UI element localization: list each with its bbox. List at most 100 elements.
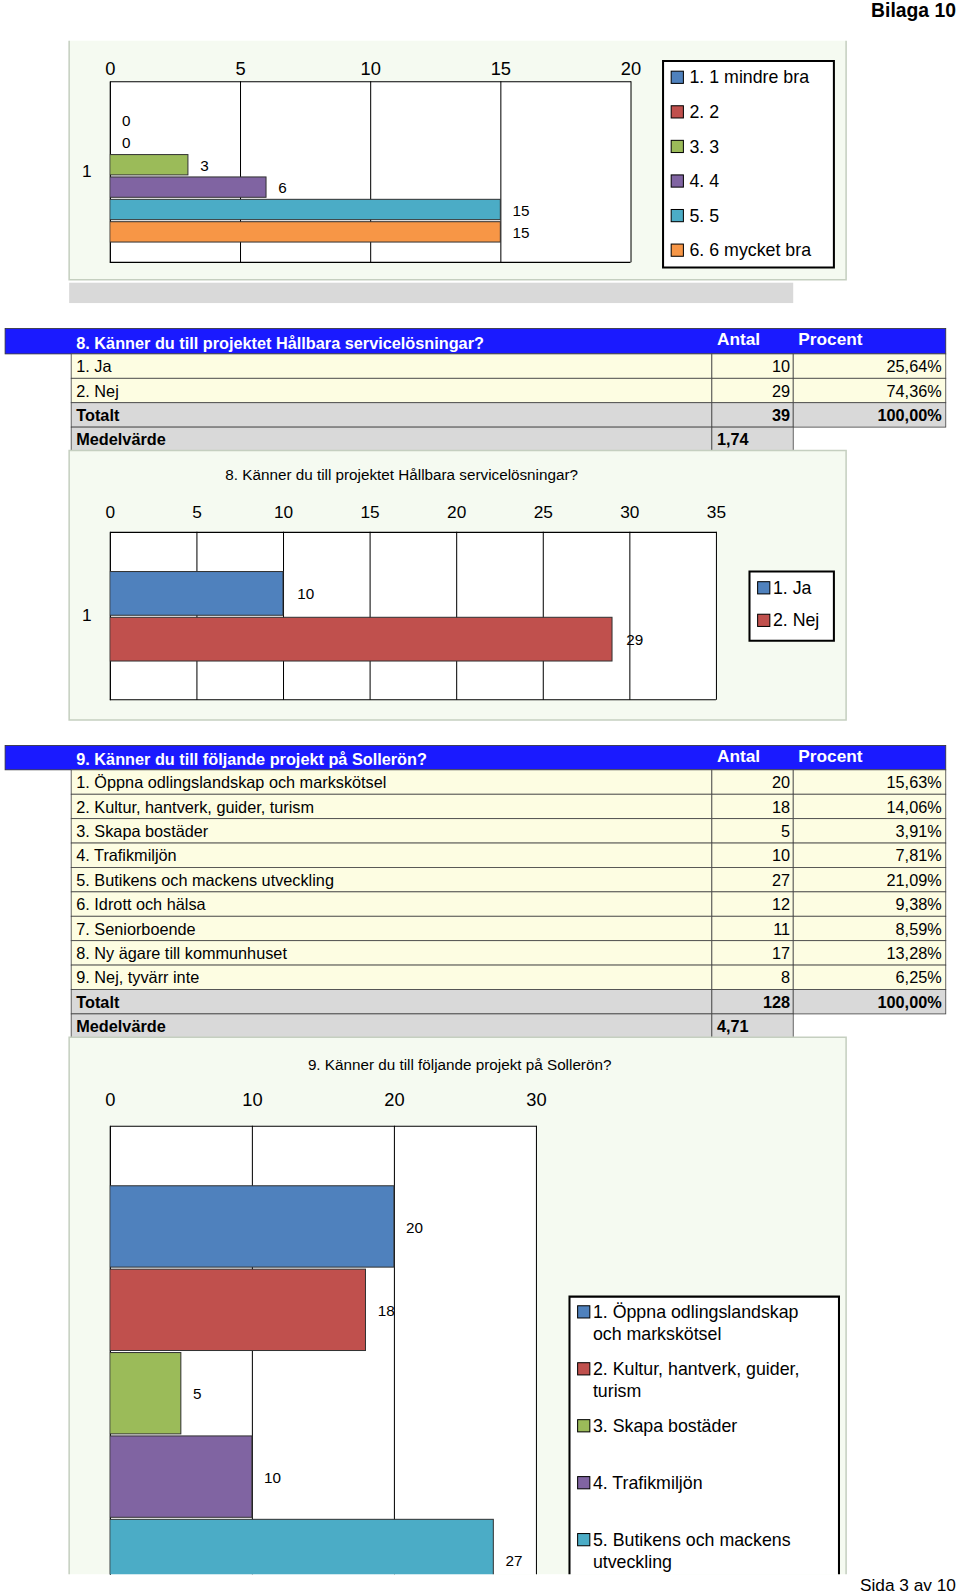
table-cell-text: 2. Nej [76, 382, 119, 400]
grid-line [543, 532, 544, 700]
tick: 30 [526, 1089, 546, 1574]
legend-label: 1. Öppna odlingslandskap och markskötsel [593, 1302, 804, 1344]
table-cell [712, 770, 793, 794]
table-mean: 1,74 [717, 430, 749, 448]
table-cell-text: 27 [772, 871, 790, 889]
tick-label: 10 [242, 1089, 262, 1110]
plot-area [110, 1126, 536, 1574]
bar [110, 572, 283, 616]
table-header: Antal [717, 329, 760, 349]
plot-area [110, 81, 631, 262]
data-label: 15 [513, 224, 530, 241]
chart-area [69, 41, 846, 280]
table-total: Totalt [76, 406, 120, 424]
legend: 1. Öppna odlingslandskap och markskötsel… [569, 1297, 838, 1575]
chart: 9. Känner du till följande projekt på So… [69, 1037, 846, 1594]
table-cell-text: 7,81% [896, 846, 942, 864]
table-cell-text: 6,25% [896, 968, 942, 986]
plot-border [110, 262, 631, 263]
table-cell [71, 378, 712, 402]
table-cell [712, 794, 793, 818]
bars [110, 155, 501, 242]
page-footer: Sida 3 av 10 [860, 1575, 956, 1594]
table-cell [71, 1014, 712, 1038]
table-cell [793, 941, 946, 965]
table-mean: 4,71 [717, 1017, 749, 1035]
table-cell [793, 892, 946, 916]
x-axis: 05101520253035 [106, 502, 727, 700]
legend-line: turism [593, 1381, 641, 1401]
legend-swatch [578, 1363, 590, 1375]
tick-label: 30 [620, 502, 639, 522]
table-cell [712, 819, 793, 843]
table-cell-text: 21,09% [887, 871, 942, 889]
table-cell [793, 770, 946, 794]
tick-label: 30 [526, 1089, 546, 1110]
table-header-bg [5, 328, 946, 353]
table-cell [71, 843, 712, 867]
bar [110, 110, 111, 130]
legend-line: 2. Kultur, hantverk, guider, [593, 1359, 805, 1379]
table-cell [71, 403, 712, 427]
tick-label: 20 [447, 502, 466, 522]
table-cell [793, 819, 946, 843]
legend-line: och markskötsel [593, 1324, 721, 1344]
table-cell [71, 427, 712, 451]
legend-label: 4. Trafikmiljön [593, 1473, 703, 1493]
bar [110, 155, 188, 175]
table-cell-text: 13,28% [887, 944, 942, 962]
axis-line [110, 1126, 536, 1127]
bar [110, 222, 501, 242]
table-cell [793, 843, 946, 867]
bar [110, 1186, 394, 1267]
tick: 35 [707, 502, 726, 700]
table-cell-text: 3,91% [896, 822, 942, 840]
table-cell-text: 1. Öppna odlingslandskap och markskötsel [76, 773, 386, 791]
table-cell [712, 892, 793, 916]
page: Bilaga 10Sida 3 av 108. Känner du till p… [0, 0, 960, 1594]
data-labels: 201851027 [193, 1219, 522, 1570]
table-cell [712, 354, 793, 378]
tick: 20 [447, 502, 466, 700]
legend-label: 2. 2 [689, 102, 719, 122]
data-label: 3 [200, 157, 208, 174]
table-total: 100,00% [877, 406, 942, 424]
data-label: 18 [378, 1302, 395, 1319]
chart-title: 9. Känner du till följande projekt på So… [308, 1056, 612, 1073]
table-header: Procent [798, 746, 863, 766]
tick-label: 1 [82, 605, 92, 625]
table-total: 100,00% [877, 993, 942, 1011]
tick: 15 [360, 502, 379, 700]
chart-frame [69, 1037, 846, 1574]
legend-line: 5. Butikens och mackens [593, 1530, 796, 1550]
grid-line [716, 532, 717, 700]
legend-label: 2. Kultur, hantverk, guider, turism [593, 1359, 805, 1401]
legend-line: 1. Öppna odlingslandskap [593, 1302, 804, 1322]
table-cell [793, 354, 946, 378]
table-header: Antal [717, 746, 760, 766]
tick-label: 5 [192, 502, 202, 522]
legend-swatch [578, 1306, 590, 1318]
legend-box [569, 1297, 838, 1575]
x-axis: 0102030 [105, 1089, 546, 1574]
table-cell [712, 1014, 793, 1038]
grid-line [631, 81, 632, 262]
tick-label: 15 [360, 502, 379, 522]
table-header: Procent [798, 329, 863, 349]
table-total: 128 [763, 993, 790, 1011]
table-cell [712, 989, 793, 1013]
tick-label: 10 [360, 58, 380, 79]
legend-label: 1. Ja [773, 578, 812, 598]
table-total: 39 [772, 406, 790, 424]
legend: 1. Ja2. Nej [749, 572, 833, 641]
y-axis: 1 [82, 82, 110, 263]
chart-frame [69, 451, 846, 720]
tick-label: 15 [491, 58, 511, 79]
table-cell-text: 8. Ny ägare till kommunhuset [76, 944, 287, 962]
chart: 051015201003615151. 1 mindre bra2. 23. 3… [69, 41, 846, 303]
legend-swatch [758, 614, 770, 626]
data-labels: 1029 [297, 585, 643, 648]
legend-swatch [671, 175, 683, 187]
table-header-bg [5, 745, 946, 769]
y-axis: 1 [82, 532, 110, 700]
